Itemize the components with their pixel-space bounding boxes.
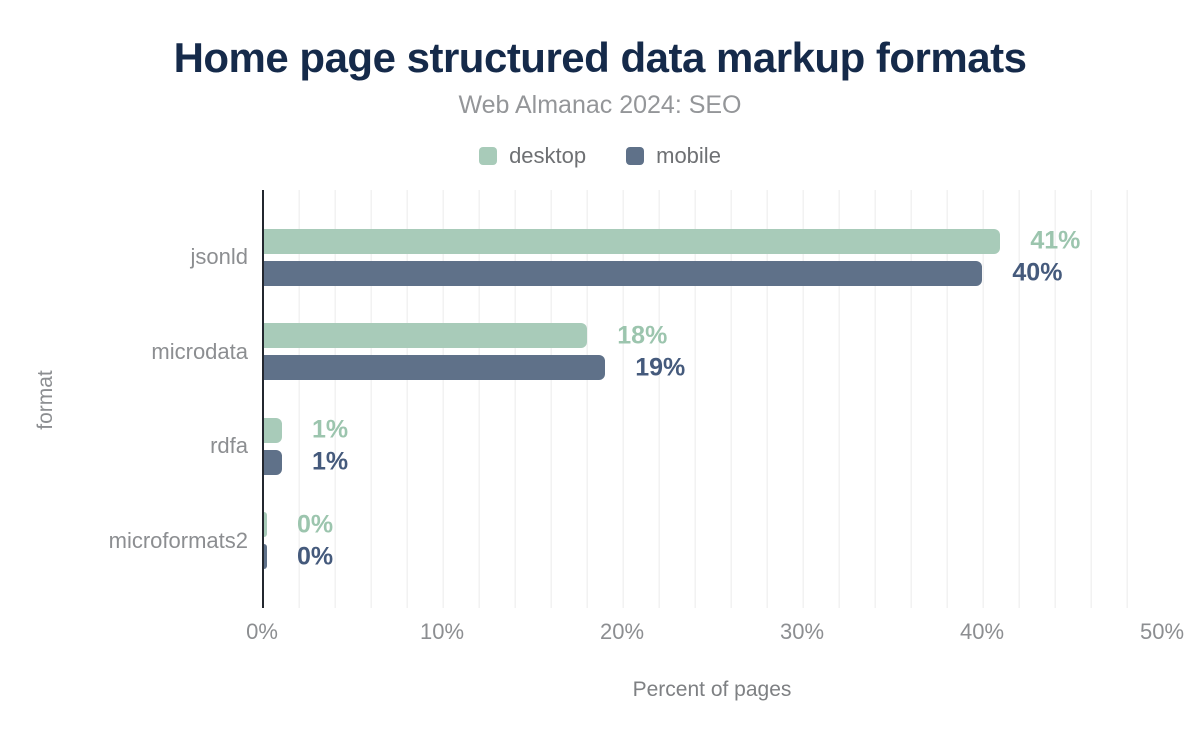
legend-swatch-mobile bbox=[626, 147, 645, 165]
category-row-microformats2: microformats2 0% 0% bbox=[109, 494, 1162, 589]
bar-desktop-microformats2[interactable]: 0% bbox=[264, 510, 333, 538]
category-label: microformats2 bbox=[108, 527, 248, 553]
chart-subtitle: Web Almanac 2024: SEO bbox=[458, 91, 742, 119]
legend-item-mobile[interactable]: mobile bbox=[626, 143, 721, 169]
value-label: 1% bbox=[311, 447, 349, 476]
bar-desktop-jsonld[interactable]: 41% bbox=[264, 227, 1080, 255]
bar-mobile-jsonld[interactable]: 40% bbox=[264, 259, 1062, 287]
value-label: 19% bbox=[635, 353, 686, 382]
bar-desktop-microdata[interactable]: 18% bbox=[264, 321, 667, 349]
value-label: 41% bbox=[1030, 226, 1081, 255]
legend-label: desktop bbox=[509, 143, 587, 168]
bar-desktop-rdfa[interactable]: 1% bbox=[264, 416, 348, 444]
x-tick-label: 40% bbox=[959, 619, 1005, 644]
x-tick-label: 50% bbox=[1139, 619, 1185, 644]
category-row-jsonld: jsonld 41% 40% bbox=[191, 210, 1162, 305]
x-axis-title: Percent of pages bbox=[632, 678, 792, 701]
category-row-microdata: microdata 18% 19% bbox=[151, 305, 1162, 400]
x-tick-label: 20% bbox=[599, 619, 645, 644]
bar-pair: 0% 0% bbox=[264, 510, 1162, 570]
value-label: 18% bbox=[617, 321, 668, 350]
y-axis-title: format bbox=[34, 370, 57, 430]
value-label: 0% bbox=[297, 542, 334, 571]
category-label: microdata bbox=[151, 338, 248, 364]
legend-label: mobile bbox=[656, 143, 721, 168]
x-tick-label: 10% bbox=[419, 619, 465, 644]
value-label: 40% bbox=[1012, 258, 1063, 287]
bar-pair: 1% 1% bbox=[264, 416, 1162, 476]
x-axis-ticks: 0% 10% 20% 30% 40% 50% bbox=[246, 619, 1184, 645]
bar-pair: 41% 40% bbox=[264, 227, 1162, 287]
bar-pair: 18% 19% bbox=[264, 321, 1162, 381]
value-label: 1% bbox=[311, 415, 349, 444]
x-tick-label: 0% bbox=[246, 619, 278, 644]
legend-swatch-desktop bbox=[479, 147, 498, 165]
legend-item-desktop[interactable]: desktop bbox=[479, 143, 586, 169]
bar-mobile-microformats2[interactable]: 0% bbox=[264, 542, 333, 570]
legend: desktop mobile bbox=[0, 143, 1200, 169]
value-label: 0% bbox=[297, 510, 334, 539]
chart-title: Home page structured data markup formats bbox=[173, 34, 1027, 81]
category-label: jsonld bbox=[190, 244, 248, 270]
bar-mobile-microdata[interactable]: 19% bbox=[264, 353, 685, 381]
bar-mobile-rdfa[interactable]: 1% bbox=[264, 448, 348, 476]
x-tick-label: 30% bbox=[779, 619, 825, 644]
plot-area: jsonld 41% 40% microdata 18% 19% rdfa 1% 1% micro… bbox=[109, 190, 1162, 608]
category-row-rdfa: rdfa 1% 1% bbox=[210, 399, 1162, 494]
category-label: rdfa bbox=[210, 433, 248, 459]
